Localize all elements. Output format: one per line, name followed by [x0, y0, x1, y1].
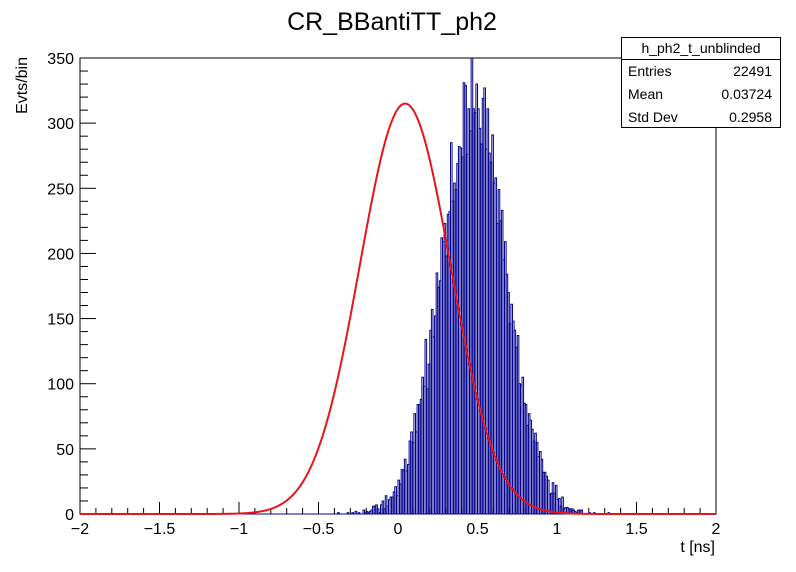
x-tick-label: 2 — [712, 521, 721, 538]
histogram-bin — [351, 512, 354, 515]
stats-mean-value: 0.03724 — [721, 86, 772, 102]
y-tick-label: 350 — [47, 51, 74, 68]
chart-title: CR_BBantiTT_ph2 — [287, 8, 497, 36]
histogram-bin — [337, 512, 340, 515]
y-tick-label: 50 — [56, 442, 74, 459]
stats-row-entries: Entries 22491 — [622, 60, 780, 83]
x-tick-label: 1 — [553, 521, 562, 538]
y-axis-label: Evts/bin — [14, 57, 31, 114]
x-tick-label: −2 — [71, 521, 89, 538]
histogram-bin — [354, 510, 358, 515]
stats-entries-label: Entries — [628, 63, 672, 79]
y-axis-ticks: 0 50 100 150 200 250 300 350 — [47, 51, 96, 524]
x-tick-label: 1.5 — [625, 521, 647, 538]
fit-curve — [80, 102, 716, 515]
y-tick-label: 300 — [47, 116, 74, 133]
x-tick-label: −1.5 — [144, 521, 176, 538]
histogram-bin — [381, 500, 385, 515]
histogram-bin — [357, 512, 361, 515]
y-tick-label: 0 — [65, 507, 74, 524]
histogram-bin — [376, 508, 380, 515]
histogram-bin — [362, 509, 366, 515]
stats-box: h_ph2_t_unblinded Entries 22491 Mean 0.0… — [621, 37, 781, 128]
stats-row-std: Std Dev 0.2958 — [622, 106, 780, 129]
stats-histogram-name: h_ph2_t_unblinded — [622, 38, 780, 60]
x-tick-label: −0.5 — [303, 521, 335, 538]
y-tick-label: 150 — [47, 312, 74, 329]
x-axis-label: t [ns] — [680, 539, 715, 556]
y-tick-label: 250 — [47, 181, 74, 198]
stats-std-label: Std Dev — [628, 109, 678, 125]
y-tick-label: 100 — [47, 377, 74, 394]
y-tick-label: 200 — [47, 246, 74, 263]
x-tick-label: −1 — [230, 521, 248, 538]
stats-std-value: 0.2958 — [729, 109, 772, 125]
x-axis-ticks: −2 −1.5 −1 −0.5 0 0.5 1 1.5 2 — [71, 502, 721, 538]
fit-curve-group — [80, 102, 716, 515]
x-tick-label: 0 — [394, 521, 403, 538]
histogram-series — [80, 57, 716, 515]
histogram-bin — [384, 495, 388, 515]
x-tick-label: 0.5 — [466, 521, 488, 538]
histogram-bin — [346, 512, 350, 515]
stats-mean-label: Mean — [628, 86, 664, 102]
stats-entries-value: 22491 — [733, 63, 772, 79]
stats-row-mean: Mean 0.03724 — [622, 83, 780, 106]
